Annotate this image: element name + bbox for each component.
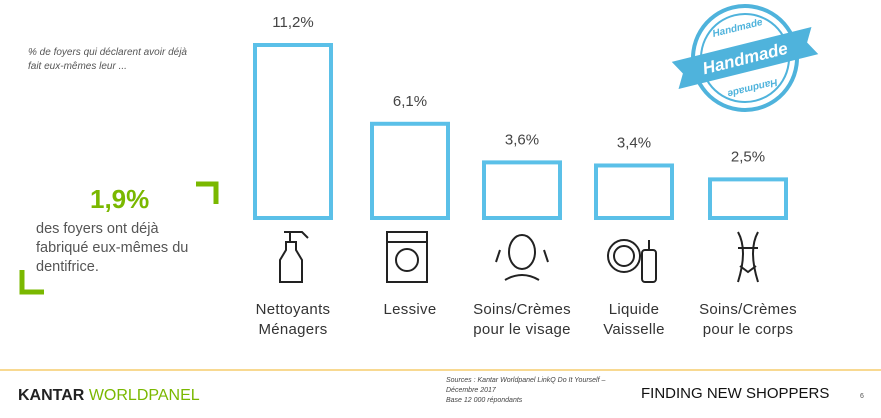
category-label: Soins/Crèmes pour le corps [699,301,797,338]
bar [253,43,333,220]
bar [708,177,788,220]
value-label: 2,5% [731,148,765,165]
stamp-text: Handmade [726,76,779,99]
value-label: 11,2% [272,14,313,31]
brand: KANTAR WORLDPANEL [18,387,200,404]
dish-icon [607,239,657,283]
callout-text: des foyers ont déjà fabriqué eux-mêmes d… [36,221,189,275]
bar [370,121,450,220]
face-icon [495,234,549,281]
bar [594,163,674,221]
category-label: Liquide Vaisselle [603,301,665,338]
body-icon [737,231,759,283]
tagline: FINDING NEW SHOPPERS [641,385,829,402]
page-number: 6 [860,393,864,400]
stamp-text: Handmade [711,17,764,40]
category-label: Soins/Crèmes pour le visage [473,301,571,338]
category-label: Nettoyants Ménagers [255,301,331,338]
bracket [19,270,44,295]
value-label: 3,6% [505,131,539,148]
bar [482,160,562,220]
stamp: Handmade Handmade Handmade [671,4,819,112]
brand-right: WORLDPANEL [89,387,200,404]
brand-left: KANTAR [18,387,89,404]
bracket [196,181,219,204]
category-label: Lessive [383,301,437,318]
sources-text: Sources : Kantar Worldpanel LinkQ Do It … [446,377,606,394]
sources: Sources : Kantar Worldpanel LinkQ Do It … [446,376,626,406]
washing-icon [386,231,428,283]
value-label: 6,1% [393,93,427,110]
subtitle: % de foyers qui déclarent avoir déjà fai… [28,47,187,72]
value-label: 3,4% [617,134,651,151]
spray-icon [279,231,309,283]
callout-figure: 1,9% [90,184,150,214]
icons [279,231,759,283]
stamp-banner [671,26,819,90]
base-text: Base 12 000 répondants [446,397,523,404]
